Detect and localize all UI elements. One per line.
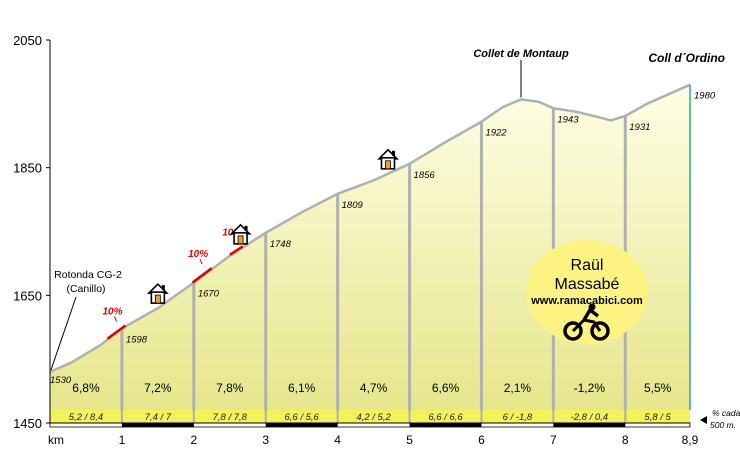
cyclist-icon — [563, 303, 610, 341]
x-axis-label: km — [48, 433, 64, 447]
altitude-label: 1922 — [485, 128, 507, 139]
km-scale-bar — [265, 423, 338, 427]
half-km-gradient-label: 5,8 / 5 — [644, 412, 671, 423]
house-icon — [377, 148, 399, 170]
x-tick-label: 6 — [478, 433, 485, 447]
y-tick-label: 1850 — [13, 161, 42, 176]
steep-ramp-line — [191, 267, 213, 284]
house-icon — [146, 282, 169, 304]
x-tick-label: 8 — [622, 433, 629, 447]
badge-ellipse — [526, 240, 648, 344]
y-tick-label: 2050 — [13, 33, 42, 48]
x-tick-label: 2 — [190, 433, 197, 447]
half-km-gradient-label: 7,4 / 7 — [145, 412, 172, 423]
start-label-line1: Rotonda CG-2 — [54, 269, 122, 281]
segment-gradient-label: 6,6% — [432, 381, 460, 395]
km-scale-frame — [49, 422, 691, 428]
segment-gradient-label: 6,8% — [72, 381, 100, 395]
y-tick-label: 1450 — [13, 416, 42, 431]
half-km-bar — [50, 410, 690, 423]
segment-gradient-label: 6,1% — [288, 381, 316, 395]
altitude-label: 1943 — [557, 114, 579, 125]
altitude-label: 1670 — [198, 289, 220, 300]
segment-gradient-label: -1,2% — [574, 381, 606, 395]
start-label-line2: (Canillo) — [66, 283, 105, 295]
altitude-label: 1856 — [414, 170, 436, 181]
y-tick-label: 1650 — [13, 288, 42, 303]
x-tick-label: 7 — [550, 433, 557, 447]
badge-name-first: Raül — [571, 257, 604, 274]
x-tick-label: 1 — [119, 433, 126, 447]
segment-gradient-label: 4,7% — [360, 381, 388, 395]
x-tick-label: 3 — [262, 433, 269, 447]
half-km-note-2: 500 m. — [710, 420, 736, 430]
segment-gradient-label: 2,1% — [504, 381, 532, 395]
profile-area — [50, 84, 690, 410]
start-label-pointer — [50, 296, 77, 371]
profile-line — [49, 83, 691, 374]
steep-ramp-label: 10% — [188, 249, 208, 260]
half-km-gradient-label: 4,2 / 5,2 — [356, 412, 391, 423]
steep-ramp-pointer — [114, 316, 117, 322]
note-arrow-icon — [700, 416, 707, 424]
badge-url: www.ramacabici.com — [530, 295, 643, 307]
km-scale-bar — [121, 423, 194, 427]
summit-annotation-label: Coll d´Ordino — [648, 51, 725, 65]
x-tick-label: 5 — [406, 433, 413, 447]
badge-name-last: Massabé — [555, 276, 620, 293]
km-scale-bar — [409, 423, 482, 427]
altitude-label: 1980 — [694, 91, 716, 102]
steep-ramp-label: 10% — [103, 306, 123, 317]
altitude-label: 1809 — [342, 200, 364, 211]
segment-gradient-label: 7,8% — [216, 381, 244, 395]
half-km-gradient-label: 6 / -1,8 — [503, 412, 533, 423]
half-km-gradient-label: 5,2 / 8,4 — [69, 412, 103, 423]
half-km-gradient-label: 7,8 / 7,8 — [213, 412, 248, 423]
segment-gradient-label: 7,2% — [144, 381, 172, 395]
steep-ramp-line — [106, 324, 127, 340]
steep-ramp-pointer — [199, 258, 203, 265]
collet-annotation-label: Collet de Montaup — [473, 48, 569, 60]
x-tick-label: 8,9 — [682, 433, 699, 447]
altitude-label: 1598 — [126, 335, 148, 346]
half-km-gradient-label: 6,6 / 5,6 — [285, 412, 320, 423]
altitude-label: 1530 — [50, 375, 72, 386]
half-km-gradient-label: -2,8 / 0,4 — [571, 412, 609, 423]
km-scale-bar — [553, 423, 626, 427]
author-badge: Raül Massabé www.ramacabici.com — [526, 240, 648, 344]
house-icon — [229, 223, 252, 245]
steep-ramp-line — [229, 245, 244, 256]
segment-gradient-label: 5,5% — [644, 381, 672, 395]
altitude-label: 1748 — [270, 239, 292, 250]
x-tick-label: 4 — [334, 433, 341, 447]
half-km-note-1: % cada — [712, 408, 740, 418]
half-km-gradient-label: 6,6 / 6,6 — [428, 412, 463, 423]
altitude-label: 1931 — [629, 122, 650, 133]
